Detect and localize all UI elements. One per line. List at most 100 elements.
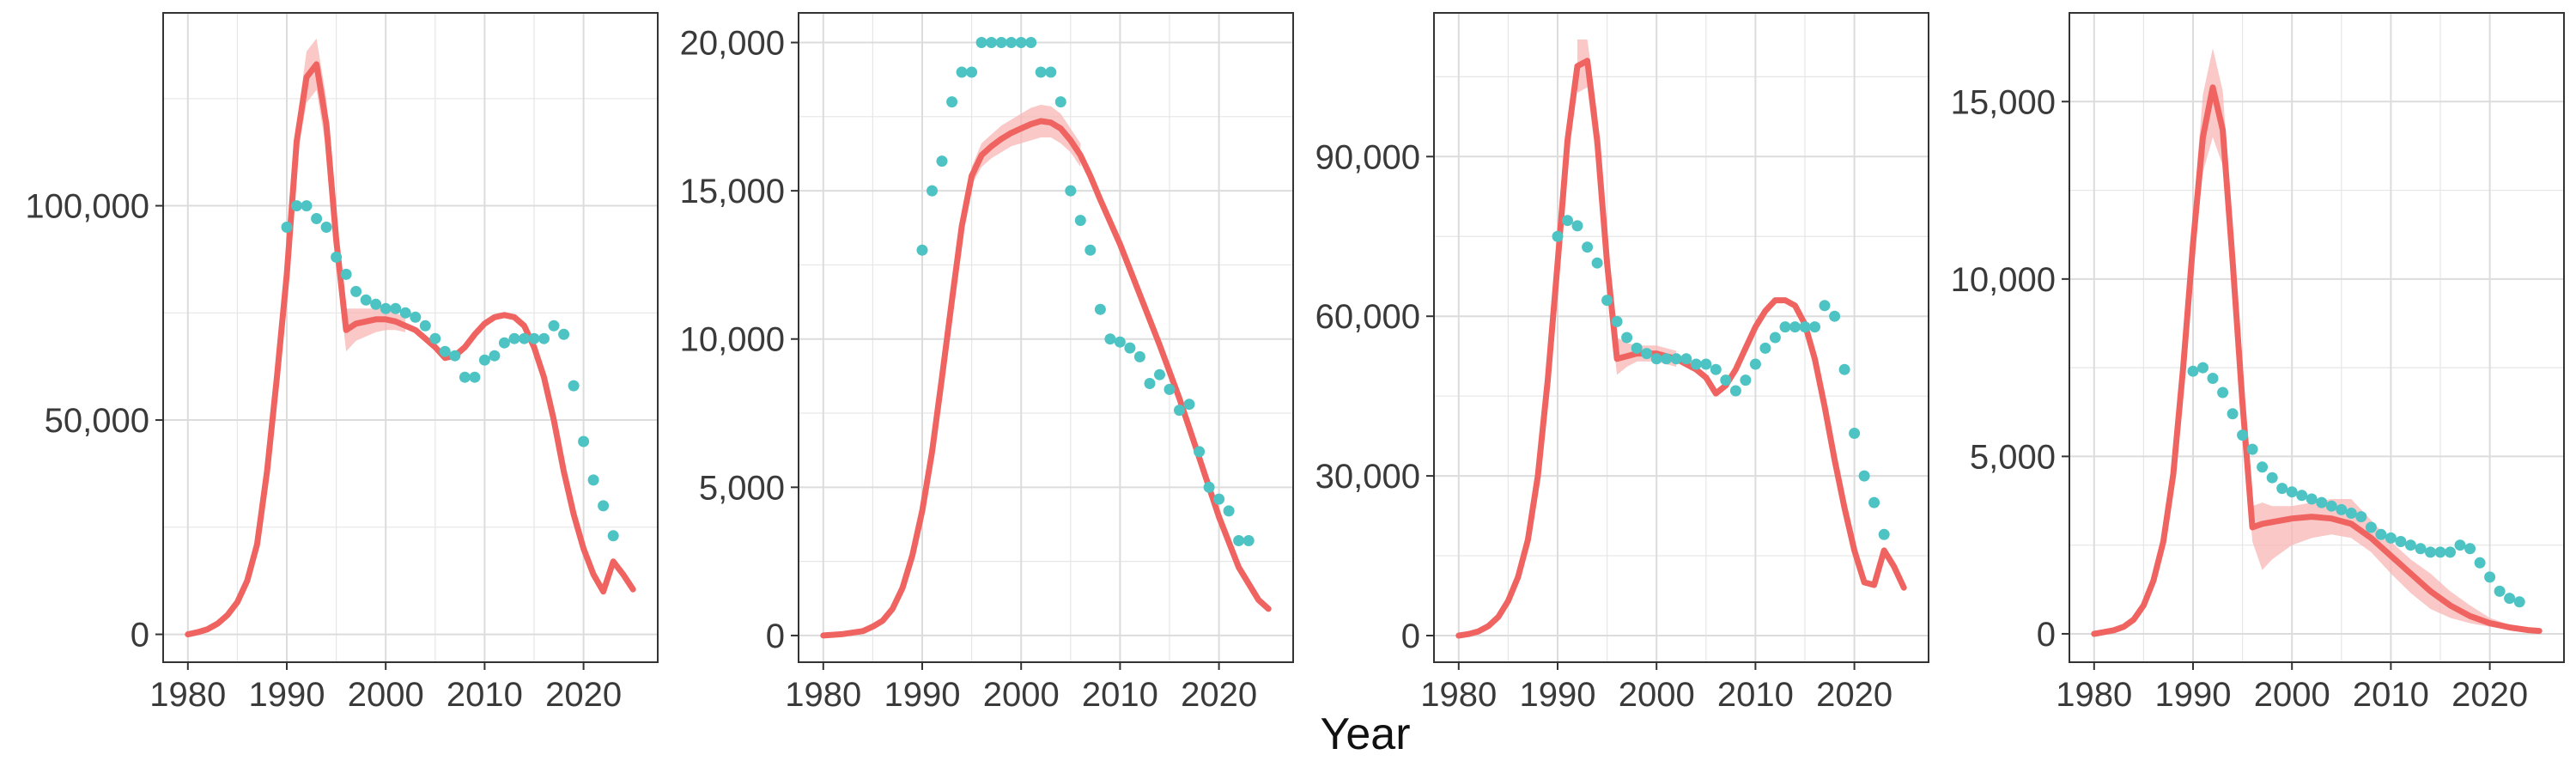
observed-point <box>1631 342 1643 354</box>
model-line <box>2091 84 2543 637</box>
observed-point <box>1650 353 1662 365</box>
observed-point <box>1025 37 1037 48</box>
observed-point <box>1849 428 1861 439</box>
observed-point <box>2187 365 2199 377</box>
observed-point <box>399 307 411 319</box>
observed-point <box>927 185 938 197</box>
y-tick-label: 100,000 <box>25 188 149 226</box>
observed-point <box>2504 593 2516 605</box>
observed-point <box>1720 374 1732 386</box>
observed-point <box>2306 493 2318 505</box>
observed-point <box>587 474 599 486</box>
observed-point <box>2316 496 2328 508</box>
observed-point <box>2464 543 2476 555</box>
observed-point <box>1740 374 1752 386</box>
observed-point <box>320 222 332 233</box>
observed-point <box>429 332 441 344</box>
observed-point <box>1710 363 1722 375</box>
observed-point <box>1729 385 1741 397</box>
observed-point <box>410 311 422 323</box>
observed-point <box>340 268 352 280</box>
observed-point <box>1174 405 1185 417</box>
observed-point <box>2395 536 2407 547</box>
x-axis-title: Year <box>1320 709 1410 759</box>
observed-point <box>498 337 510 349</box>
x-tick-label: 2010 <box>447 676 523 714</box>
observed-point <box>2257 461 2269 473</box>
y-tick-label: 10,000 <box>680 321 785 359</box>
observed-point <box>2425 546 2436 558</box>
observed-point <box>2207 373 2219 384</box>
panel-background <box>163 13 658 662</box>
observed-point <box>2345 508 2357 519</box>
observed-point <box>2494 585 2506 597</box>
panel-border <box>1433 12 1929 663</box>
panel-background <box>2069 13 2564 662</box>
observed-point <box>1878 528 1890 540</box>
observed-point <box>2445 546 2456 558</box>
x-tick-label: 1990 <box>249 676 325 714</box>
observed-point <box>986 37 998 48</box>
y-tick-label: 15,000 <box>680 173 785 210</box>
observed-point <box>1799 321 1811 333</box>
observed-point <box>469 371 481 383</box>
x-tick-label: 2020 <box>545 676 622 714</box>
model-line <box>820 118 1272 639</box>
observed-point <box>1670 353 1682 365</box>
observed-point <box>370 298 382 310</box>
observed-point <box>2404 539 2416 551</box>
observed-point <box>281 222 293 233</box>
observed-point <box>598 500 610 512</box>
observed-point <box>1124 342 1136 354</box>
observed-point <box>2266 472 2278 484</box>
observed-point <box>1203 481 1215 493</box>
x-tick-label: 2000 <box>348 676 424 714</box>
observed-point <box>1183 399 1195 411</box>
observed-point <box>2513 596 2525 608</box>
observed-point <box>2237 429 2249 441</box>
y-tick-label: 0 <box>766 618 785 655</box>
observed-point <box>607 530 619 542</box>
observed-point <box>2434 546 2446 558</box>
x-tick-label: 2010 <box>1082 676 1158 714</box>
x-tick-label: 2010 <box>2353 676 2429 714</box>
observed-point <box>2246 443 2258 455</box>
observed-point <box>1749 358 1761 370</box>
observed-point <box>1868 496 1880 508</box>
x-tick-label: 2020 <box>1181 676 1257 714</box>
observed-point <box>1114 336 1126 348</box>
observed-point <box>2385 532 2397 544</box>
observed-point <box>439 345 451 357</box>
observed-point <box>1133 350 1145 362</box>
panel-background <box>1434 13 1929 662</box>
observed-point <box>1858 470 1870 482</box>
observed-point <box>419 320 431 332</box>
y-tick-label: 60,000 <box>1315 298 1420 336</box>
x-tick-label: 1990 <box>1520 676 1596 714</box>
observed-point <box>2454 539 2466 551</box>
panel-border <box>162 12 659 663</box>
observed-point <box>1065 185 1077 197</box>
observed-point <box>519 332 530 344</box>
observed-point <box>1005 37 1018 48</box>
observed-point <box>380 302 392 314</box>
observed-point <box>1163 383 1176 395</box>
observed-point <box>1769 332 1781 344</box>
observed-point <box>1154 368 1165 380</box>
observed-point <box>1571 220 1583 232</box>
y-tick-label: 90,000 <box>1315 138 1420 176</box>
observed-point <box>1582 241 1594 253</box>
observed-point <box>558 328 570 340</box>
observed-point <box>1789 321 1801 333</box>
observed-point <box>1144 378 1156 389</box>
y-tick-label: 15,000 <box>1951 83 2056 121</box>
observed-point <box>2365 521 2377 533</box>
observed-point <box>568 380 580 392</box>
observed-point <box>975 37 987 48</box>
panel-3: 1980 1990 2000 2010 2020 0 30,000 60,000 90,000 <box>1315 12 1929 714</box>
x-tick-label: 1980 <box>1420 676 1497 714</box>
observed-point <box>2415 543 2427 555</box>
observed-point <box>1213 493 1225 505</box>
observed-point <box>489 350 501 362</box>
